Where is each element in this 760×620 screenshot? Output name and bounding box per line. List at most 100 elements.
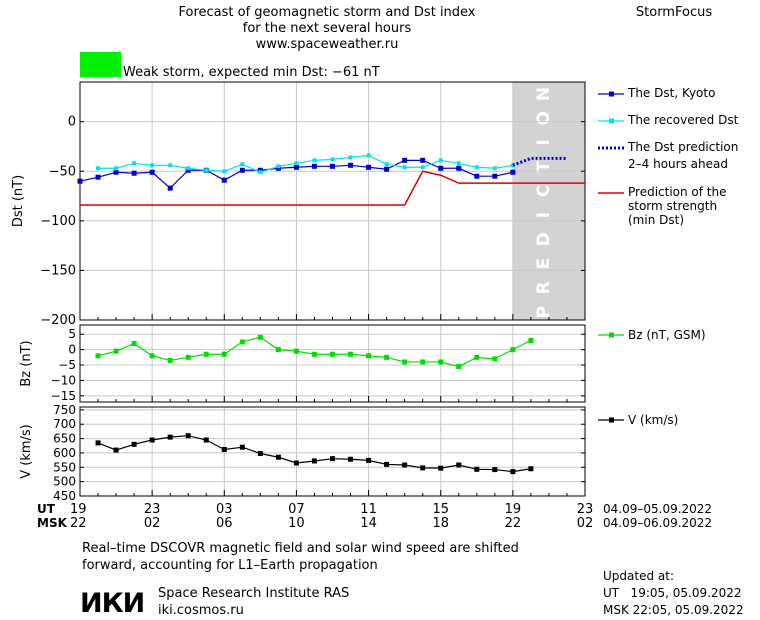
data-point <box>402 165 407 170</box>
y-tick-label: 700 <box>53 417 76 431</box>
legend-label-recovered: The recovered Dst <box>627 113 739 127</box>
time-axis-msk-range: 04.09–06.09.2022 <box>603 516 712 530</box>
x-tick-label-msk: 22 <box>70 516 87 531</box>
prediction-letter: I <box>534 139 554 145</box>
data-point <box>456 364 462 370</box>
data-point <box>420 157 426 163</box>
data-point <box>510 169 516 175</box>
org-name: Space Research Institute RAS <box>158 586 349 601</box>
data-point <box>96 166 101 171</box>
legend-label-storm-3: (min Dst) <box>628 213 684 227</box>
data-point <box>348 351 354 357</box>
x-tick-label-msk: 02 <box>144 516 161 531</box>
data-point <box>474 466 480 472</box>
data-point <box>330 351 335 357</box>
storm-level-swatch <box>80 52 121 77</box>
data-point <box>131 170 137 176</box>
data-point <box>185 354 191 360</box>
y-tick-label: −150 <box>40 263 76 278</box>
data-point <box>312 158 317 163</box>
data-point <box>366 457 372 463</box>
data-point <box>438 359 444 365</box>
data-point <box>420 165 425 170</box>
data-point <box>167 434 173 440</box>
data-point <box>203 351 209 357</box>
data-point <box>185 433 191 439</box>
series-line <box>80 170 585 206</box>
data-point <box>456 161 461 166</box>
data-point <box>113 348 119 354</box>
storm-label: Weak storm, expected min Dst: −61 nT <box>123 65 380 80</box>
data-point <box>240 162 245 167</box>
data-point <box>293 348 299 354</box>
x-tick-label-ut: 07 <box>288 502 305 517</box>
x-tick-label-ut: 23 <box>144 502 161 517</box>
data-point <box>150 163 155 168</box>
data-point <box>221 446 227 452</box>
series-line <box>97 435 531 473</box>
data-point <box>275 454 281 460</box>
x-tick-label-ut: 19 <box>505 502 522 517</box>
data-point <box>221 351 227 357</box>
panel-frame <box>79 406 586 497</box>
data-point <box>257 451 263 457</box>
data-point <box>186 166 191 171</box>
data-point <box>293 164 299 170</box>
data-point <box>95 440 101 446</box>
y-tick-label: −50 <box>49 164 76 179</box>
data-point <box>239 167 245 173</box>
updated-msk: MSK 22:05, 05.09.2022 <box>603 603 744 617</box>
data-point <box>293 460 299 466</box>
legend-label-bz: Bz (nT, GSM) <box>628 328 706 342</box>
iki-logo: ИКИ <box>80 588 144 619</box>
prediction-letter: P <box>534 306 554 318</box>
y-tick-label: −100 <box>40 214 76 229</box>
data-point <box>203 437 209 443</box>
y-tick-label: 0 <box>68 343 76 357</box>
data-point <box>149 353 155 359</box>
data-point <box>168 163 173 168</box>
data-point <box>167 185 173 191</box>
time-axis-ut-range: 04.09–05.09.2022 <box>603 502 712 516</box>
legends: The Dst, Kyoto The recovered Dst The Dst p… <box>598 86 739 427</box>
x-tick-label-ut: 11 <box>360 502 377 517</box>
x-tick-label-msk: 22 <box>505 516 522 531</box>
data-point <box>366 164 372 170</box>
y-tick-label: −200 <box>40 313 76 328</box>
x-tick-label-ut: 15 <box>432 502 449 517</box>
brand-label: StormFocus <box>636 5 712 20</box>
data-point <box>330 456 335 462</box>
data-point <box>384 162 389 167</box>
data-point <box>348 155 353 160</box>
org-site: iki.cosmos.ru <box>158 603 244 618</box>
legend-label-prediction: The Dst prediction <box>627 140 738 154</box>
y-tick-label: 600 <box>53 446 76 460</box>
data-point <box>330 163 335 169</box>
legend-line-recovered-marker <box>609 118 614 124</box>
x-tick-label-ut: 23 <box>577 502 594 517</box>
x-tick-label-msk: 18 <box>432 516 449 531</box>
data-point <box>492 467 498 473</box>
data-point <box>438 465 444 471</box>
data-point <box>384 166 390 172</box>
data-point <box>95 174 101 180</box>
x-tick-label-msk: 10 <box>288 516 305 531</box>
data-point <box>528 466 534 472</box>
data-point <box>311 458 317 464</box>
time-axis-msk-label: MSK <box>37 516 68 530</box>
data-point <box>384 354 390 360</box>
data-point <box>492 173 498 179</box>
x-tick-label-ut: 03 <box>216 502 233 517</box>
data-point <box>402 462 408 468</box>
y-tick-label: 0 <box>68 115 76 130</box>
legend-label-storm: Prediction of the <box>628 185 727 199</box>
prediction-letter: C <box>534 185 554 197</box>
prediction-letter: R <box>534 281 554 294</box>
data-point <box>95 353 101 359</box>
prediction-letter: O <box>534 111 554 125</box>
data-point <box>438 158 443 163</box>
legend-label-storm-2: storm strength <box>628 199 717 213</box>
data-point <box>474 165 479 170</box>
